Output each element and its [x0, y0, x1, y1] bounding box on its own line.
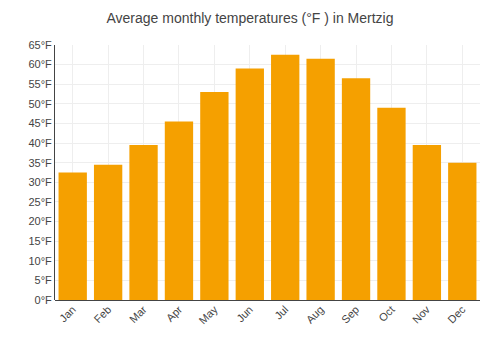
svg-text:Apr: Apr — [164, 303, 185, 324]
svg-text:Mar: Mar — [127, 303, 149, 325]
svg-text:Aug: Aug — [304, 303, 326, 325]
svg-text:5°F: 5°F — [35, 274, 53, 286]
svg-text:45°F: 45°F — [28, 117, 52, 129]
svg-text:Jun: Jun — [234, 303, 255, 324]
svg-text:10°F: 10°F — [28, 255, 52, 267]
svg-text:Jul: Jul — [272, 303, 290, 321]
svg-text:35°F: 35°F — [28, 157, 52, 169]
svg-text:Nov: Nov — [410, 303, 433, 326]
svg-text:Dec: Dec — [445, 303, 468, 326]
svg-text:50°F: 50°F — [28, 98, 52, 110]
svg-text:0°F: 0°F — [35, 294, 53, 306]
svg-text:40°F: 40°F — [28, 137, 52, 149]
svg-text:25°F: 25°F — [28, 196, 52, 208]
svg-text:20°F: 20°F — [28, 215, 52, 227]
svg-text:Average monthly temperatures (: Average monthly temperatures (°F ) in Me… — [107, 10, 394, 26]
svg-text:Jan: Jan — [57, 303, 78, 324]
svg-text:May: May — [197, 303, 221, 327]
svg-text:Sep: Sep — [339, 303, 361, 325]
svg-text:65°F: 65°F — [28, 39, 52, 51]
svg-text:Feb: Feb — [92, 303, 114, 325]
svg-text:30°F: 30°F — [28, 176, 52, 188]
svg-text:Oct: Oct — [376, 303, 397, 324]
svg-text:15°F: 15°F — [28, 235, 52, 247]
svg-text:55°F: 55°F — [28, 78, 52, 90]
svg-text:60°F: 60°F — [28, 58, 52, 70]
